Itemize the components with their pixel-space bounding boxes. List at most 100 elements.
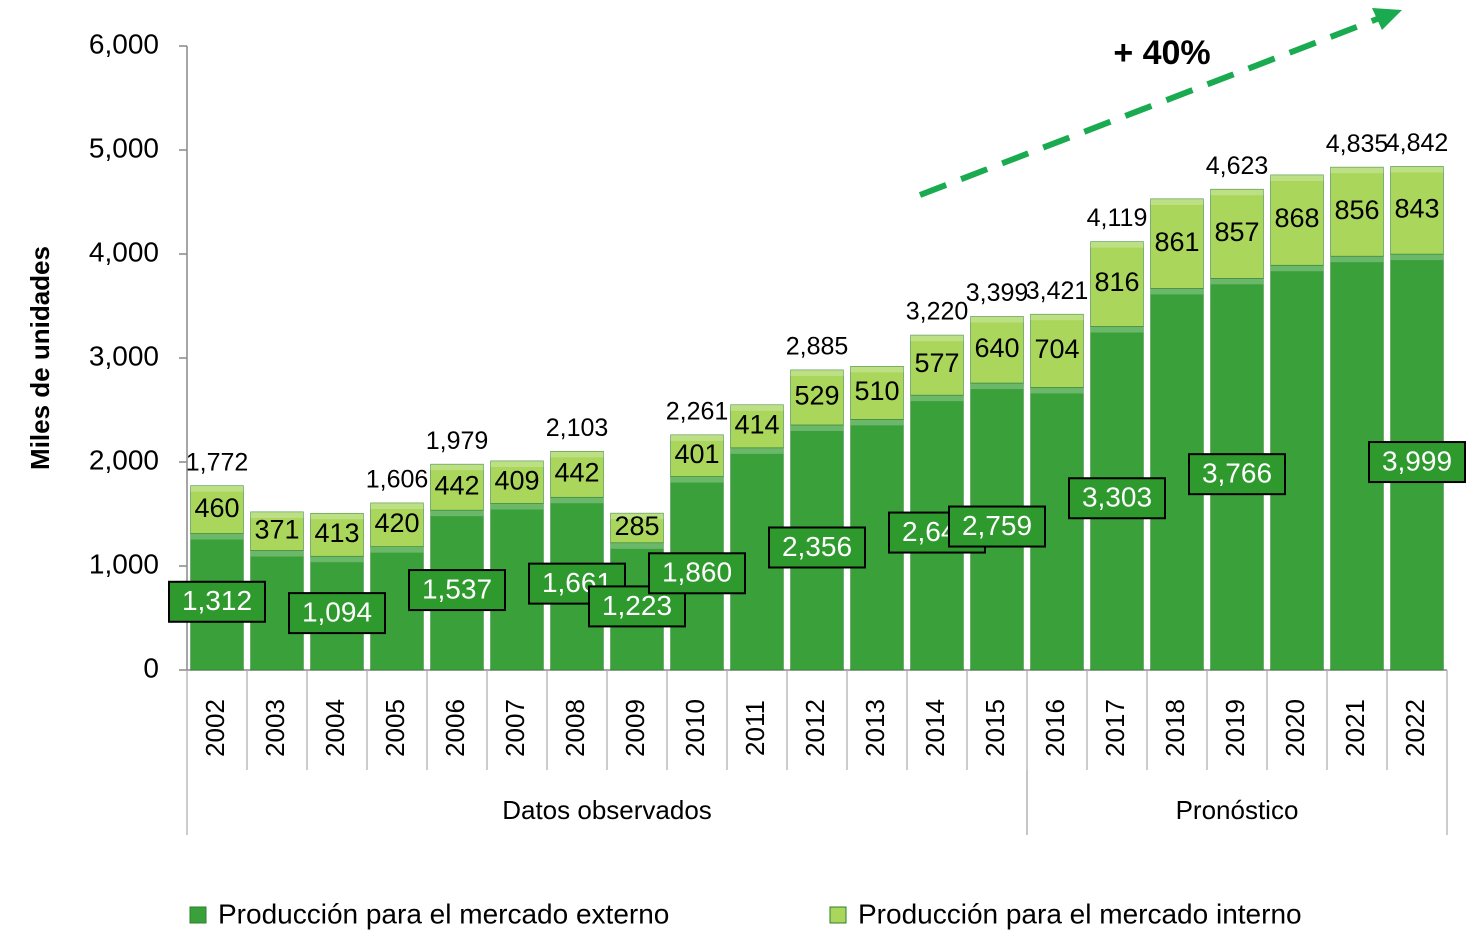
value-label: 285 bbox=[614, 511, 659, 541]
x-tick-label: 2002 bbox=[200, 699, 230, 757]
bar-segment bbox=[310, 512, 364, 557]
y-tick-label: 5,000 bbox=[89, 132, 159, 163]
bar-highlight bbox=[190, 485, 244, 492]
x-tick-label: 2003 bbox=[260, 699, 290, 757]
value-label: 857 bbox=[1214, 217, 1259, 247]
x-tick-label: 2011 bbox=[740, 700, 770, 756]
bar-highlight bbox=[1270, 265, 1324, 272]
bar-segment bbox=[910, 334, 964, 396]
value-label: 3,999 bbox=[1382, 445, 1452, 476]
value-label: 704 bbox=[1034, 334, 1079, 364]
value-label: 1,537 bbox=[422, 573, 492, 604]
value-label: 843 bbox=[1394, 193, 1439, 223]
value-label: 420 bbox=[374, 508, 419, 538]
value-label: 409 bbox=[494, 465, 539, 495]
bar-highlight bbox=[1030, 314, 1084, 321]
bar-highlight bbox=[610, 542, 664, 549]
bar-highlight bbox=[730, 447, 784, 454]
total-label: 4,623 bbox=[1206, 152, 1269, 180]
total-label: 2,261 bbox=[666, 397, 729, 425]
bar-segment bbox=[1270, 174, 1324, 266]
bar-segment bbox=[1390, 166, 1444, 255]
value-label: 442 bbox=[554, 457, 599, 487]
total-label: 4,835 bbox=[1326, 130, 1389, 158]
bar-segment bbox=[970, 316, 1024, 384]
total-label: 1,979 bbox=[426, 427, 489, 455]
x-tick-label: 2021 bbox=[1340, 699, 1370, 757]
value-label: 510 bbox=[854, 376, 899, 406]
arrow-head bbox=[1372, 8, 1402, 30]
y-axis-label: Miles de unidades bbox=[25, 246, 55, 470]
bar-highlight bbox=[1270, 174, 1324, 181]
value-label: 414 bbox=[734, 409, 779, 439]
bar-highlight bbox=[910, 335, 964, 342]
bar-segment bbox=[550, 450, 604, 498]
total-label: 3,399 bbox=[966, 279, 1029, 307]
x-tick-label: 2022 bbox=[1400, 699, 1430, 757]
bar-highlight bbox=[1390, 254, 1444, 261]
value-label-box bbox=[168, 580, 266, 623]
value-label: 1,094 bbox=[302, 597, 372, 628]
x-tick-label: 2010 bbox=[680, 699, 710, 757]
bar-segment bbox=[250, 511, 304, 551]
bar-highlight bbox=[310, 513, 364, 520]
trend-arrow bbox=[918, 13, 1387, 198]
bar-segment bbox=[370, 502, 424, 547]
bar-highlight bbox=[910, 395, 964, 402]
bar-highlight bbox=[1150, 198, 1204, 205]
total-label: 4,119 bbox=[1087, 204, 1148, 232]
legend-label: Producción para el mercado externo bbox=[218, 898, 669, 929]
legend-label: Producción para el mercado interno bbox=[858, 898, 1302, 929]
total-label: 3,220 bbox=[906, 298, 969, 326]
bar-highlight bbox=[850, 419, 904, 426]
value-label: 3,766 bbox=[1202, 458, 1272, 489]
total-label: 2,885 bbox=[786, 333, 849, 361]
value-label: 1,860 bbox=[662, 557, 732, 588]
bar-highlight bbox=[970, 383, 1024, 390]
bar-highlight bbox=[490, 503, 544, 510]
value-label: 868 bbox=[1274, 203, 1319, 233]
x-tick-label: 2004 bbox=[320, 699, 350, 757]
bar-highlight bbox=[610, 513, 664, 520]
value-label: 577 bbox=[914, 348, 959, 378]
bar-highlight bbox=[490, 460, 544, 467]
value-label: 1,312 bbox=[182, 585, 252, 616]
value-label-box bbox=[648, 552, 746, 595]
bar-segment bbox=[1150, 198, 1204, 289]
value-label: 2,759 bbox=[962, 510, 1032, 541]
bar-highlight bbox=[790, 424, 844, 431]
bar-highlight bbox=[670, 434, 724, 441]
bar-highlight bbox=[1330, 256, 1384, 263]
y-tick-label: 0 bbox=[143, 652, 159, 683]
value-label-box bbox=[948, 505, 1046, 548]
value-label: 401 bbox=[674, 439, 719, 469]
x-tick-label: 2019 bbox=[1220, 699, 1250, 757]
bar-highlight bbox=[850, 366, 904, 373]
x-tick-label: 2006 bbox=[440, 699, 470, 757]
value-label: 413 bbox=[314, 518, 359, 548]
bar-highlight bbox=[430, 464, 484, 471]
value-label-box bbox=[1068, 477, 1166, 520]
value-label: 856 bbox=[1334, 195, 1379, 225]
bar-highlight bbox=[1150, 288, 1204, 295]
group-label: Pronóstico bbox=[1176, 795, 1299, 825]
bar-highlight bbox=[250, 511, 304, 518]
annotation: + 40% bbox=[1113, 34, 1210, 72]
value-label: 442 bbox=[434, 470, 479, 500]
bar-highlight bbox=[250, 550, 304, 557]
legend-swatch bbox=[189, 906, 207, 924]
bar-highlight bbox=[1210, 278, 1264, 285]
bar-segment bbox=[1210, 188, 1264, 279]
x-tick-label: 2007 bbox=[500, 699, 530, 757]
x-tick-label: 2005 bbox=[380, 699, 410, 757]
value-label-box bbox=[1368, 441, 1466, 484]
y-tick-label: 6,000 bbox=[89, 28, 159, 59]
bar-highlight bbox=[310, 556, 364, 563]
value-label: 3,303 bbox=[1082, 482, 1152, 513]
bar-highlight bbox=[1090, 241, 1144, 248]
value-label: 1,223 bbox=[602, 590, 672, 621]
y-tick-label: 1,000 bbox=[89, 548, 159, 579]
value-label: 371 bbox=[254, 514, 299, 544]
bar-highlight bbox=[1390, 166, 1444, 173]
